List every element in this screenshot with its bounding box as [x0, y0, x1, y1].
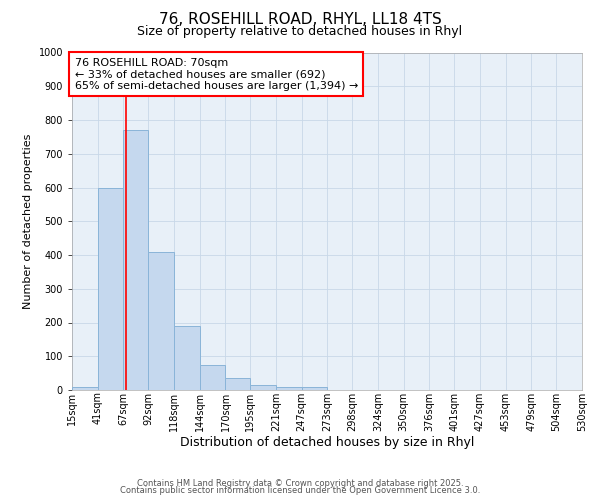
Text: 76, ROSEHILL ROAD, RHYL, LL18 4TS: 76, ROSEHILL ROAD, RHYL, LL18 4TS [158, 12, 442, 28]
Text: 76 ROSEHILL ROAD: 70sqm
← 33% of detached houses are smaller (692)
65% of semi-d: 76 ROSEHILL ROAD: 70sqm ← 33% of detache… [74, 58, 358, 91]
Y-axis label: Number of detached properties: Number of detached properties [23, 134, 33, 309]
Bar [226, 378, 250, 390]
Text: Contains public sector information licensed under the Open Government Licence 3.: Contains public sector information licen… [120, 486, 480, 495]
Text: Contains HM Land Registry data © Crown copyright and database right 2025.: Contains HM Land Registry data © Crown c… [137, 478, 463, 488]
X-axis label: Distribution of detached houses by size in Rhyl: Distribution of detached houses by size … [180, 436, 474, 450]
Bar [174, 326, 200, 390]
Bar [98, 188, 124, 390]
Bar [200, 364, 226, 390]
Bar [302, 386, 328, 390]
Bar [250, 385, 276, 390]
Text: Size of property relative to detached houses in Rhyl: Size of property relative to detached ho… [137, 25, 463, 38]
Bar [276, 386, 302, 390]
Bar [148, 252, 174, 390]
Bar [72, 386, 98, 390]
Bar [124, 130, 148, 390]
